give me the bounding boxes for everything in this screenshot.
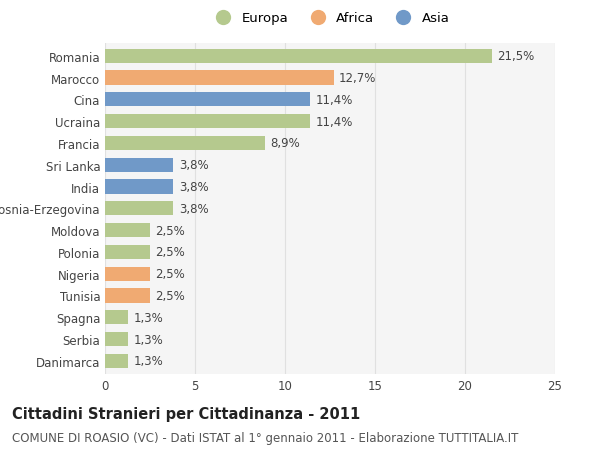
Text: 8,9%: 8,9% <box>271 137 301 150</box>
Bar <box>105 224 150 238</box>
Text: COMUNE DI ROASIO (VC) - Dati ISTAT al 1° gennaio 2011 - Elaborazione TUTTITALIA.: COMUNE DI ROASIO (VC) - Dati ISTAT al 1°… <box>12 431 518 444</box>
Text: 2,5%: 2,5% <box>155 246 185 259</box>
Bar <box>105 202 173 216</box>
Text: 2,5%: 2,5% <box>155 268 185 280</box>
Text: 11,4%: 11,4% <box>316 94 353 106</box>
Text: 12,7%: 12,7% <box>339 72 376 85</box>
Text: 1,3%: 1,3% <box>134 333 164 346</box>
Bar <box>105 136 265 151</box>
Bar <box>105 267 150 281</box>
Bar <box>105 93 310 107</box>
Text: Cittadini Stranieri per Cittadinanza - 2011: Cittadini Stranieri per Cittadinanza - 2… <box>12 406 360 421</box>
Text: 1,3%: 1,3% <box>134 311 164 324</box>
Text: 1,3%: 1,3% <box>134 354 164 368</box>
Bar <box>105 71 334 85</box>
Bar <box>105 158 173 173</box>
Bar <box>105 354 128 368</box>
Legend: Europa, Africa, Asia: Europa, Africa, Asia <box>205 7 455 30</box>
Text: 11,4%: 11,4% <box>316 115 353 129</box>
Text: 3,8%: 3,8% <box>179 159 208 172</box>
Bar <box>105 289 150 303</box>
Bar <box>105 332 128 347</box>
Bar <box>105 115 310 129</box>
Bar <box>105 180 173 194</box>
Text: 2,5%: 2,5% <box>155 289 185 302</box>
Bar <box>105 50 492 64</box>
Text: 3,8%: 3,8% <box>179 181 208 194</box>
Text: 2,5%: 2,5% <box>155 224 185 237</box>
Text: 21,5%: 21,5% <box>497 50 535 63</box>
Text: 3,8%: 3,8% <box>179 202 208 215</box>
Bar <box>105 310 128 325</box>
Bar <box>105 245 150 259</box>
